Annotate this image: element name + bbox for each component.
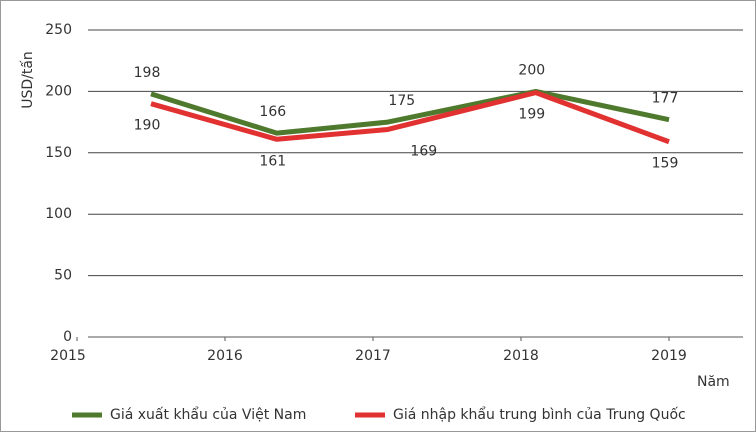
data-label: 177	[652, 91, 679, 107]
data-label: 161	[259, 153, 286, 169]
data-label: 200	[518, 62, 545, 78]
data-label: 190	[134, 118, 161, 134]
y-tick-label: 250	[45, 22, 72, 38]
series-line	[150, 90, 670, 145]
legend-label: Giá nhập khẩu trung bình của Trung Quốc	[393, 406, 686, 423]
y-axis-label: USD/tấn	[20, 51, 36, 109]
x-tick-label: 2016	[207, 348, 243, 364]
legend-label: Giá xuất khẩu của Việt Nam	[110, 406, 306, 423]
y-tick-label: 150	[45, 145, 72, 161]
x-tick-label: 2015	[50, 348, 86, 364]
series-line	[150, 88, 670, 136]
x-axis-label: Năm	[697, 374, 730, 390]
data-label: 169	[410, 143, 437, 159]
data-label: 166	[259, 104, 286, 120]
y-tick-label: 200	[45, 83, 72, 99]
y-tick-label: 100	[45, 206, 72, 222]
x-tick-label: 2019	[651, 348, 687, 364]
data-label: 199	[518, 107, 545, 123]
y-tick-label: 50	[54, 268, 72, 284]
data-label: 198	[134, 65, 161, 81]
x-tick-label: 2017	[355, 348, 391, 364]
data-label: 159	[652, 156, 679, 172]
y-tick-label: 0	[63, 329, 72, 345]
x-tick-label: 2018	[503, 348, 539, 364]
data-label: 175	[388, 93, 415, 109]
